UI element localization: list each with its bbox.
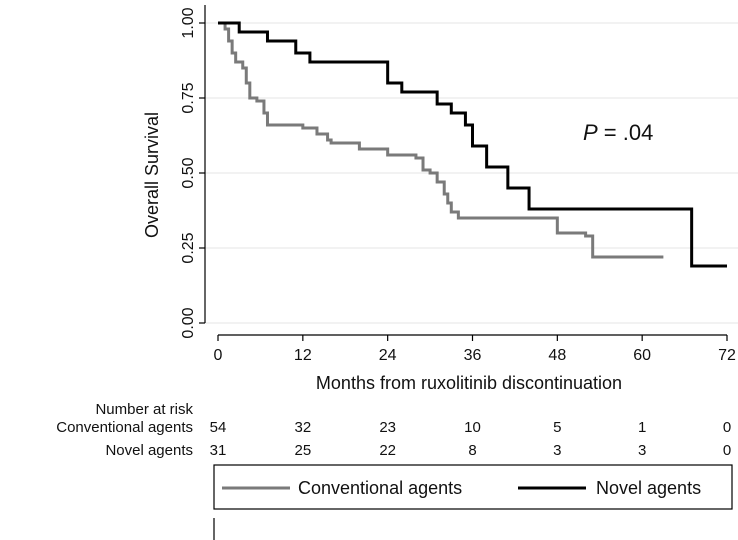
y-axis-title: Overall Survival bbox=[142, 112, 162, 238]
x-tick-label-5: 60 bbox=[633, 347, 651, 364]
y-tick-label-4: 1.00 bbox=[180, 7, 197, 38]
series-line-conventional-agents bbox=[218, 21, 664, 259]
p-value-symbol: P bbox=[583, 120, 598, 145]
legend-label-0: Conventional agents bbox=[298, 478, 462, 498]
x-tick-label-6: 72 bbox=[718, 347, 736, 364]
x-tick-label-3: 36 bbox=[464, 347, 482, 364]
x-tick-label-0: 0 bbox=[214, 347, 223, 364]
risk-value-1-0: 31 bbox=[210, 442, 227, 459]
risk-value-1-3: 8 bbox=[468, 442, 476, 459]
legend-box bbox=[213, 464, 733, 510]
x-tick-label-2: 24 bbox=[379, 347, 397, 364]
legend: Conventional agents Novel agents bbox=[213, 464, 733, 510]
p-value-text: = .04 bbox=[598, 120, 654, 145]
p-value-annotation: P = .04 bbox=[583, 120, 653, 145]
risk-row-label-1: Novel agents bbox=[105, 442, 193, 459]
risk-table: Number at risk Conventional agents 54 32 23… bbox=[56, 401, 731, 459]
risk-value-1-1: 25 bbox=[294, 442, 311, 459]
x-tick-label-4: 48 bbox=[548, 347, 566, 364]
risk-value-0-1: 32 bbox=[294, 419, 311, 436]
y-tick-label-1: 0.25 bbox=[180, 232, 197, 263]
risk-value-0-5: 1 bbox=[638, 419, 646, 436]
risk-row-label-0: Conventional agents bbox=[56, 419, 193, 436]
risk-value-1-4: 3 bbox=[553, 442, 561, 459]
risk-value-0-6: 0 bbox=[723, 419, 731, 436]
risk-value-1-5: 3 bbox=[638, 442, 646, 459]
risk-value-1-6: 0 bbox=[723, 442, 731, 459]
series-line-novel-agents bbox=[218, 21, 727, 268]
axes: 0.00 0.25 0.50 0.75 1.00 0 12 24 36 48 60 72 bbox=[180, 5, 736, 364]
survival-curves bbox=[218, 21, 727, 268]
risk-table-title: Number at risk bbox=[95, 401, 193, 418]
x-tick-label-1: 12 bbox=[294, 347, 312, 364]
legend-label-1: Novel agents bbox=[596, 478, 701, 498]
risk-value-0-4: 5 bbox=[553, 419, 561, 436]
risk-value-0-3: 10 bbox=[464, 419, 481, 436]
risk-value-1-2: 22 bbox=[379, 442, 396, 459]
y-tick-label-2: 0.50 bbox=[180, 157, 197, 188]
x-axis-title: Months from ruxolitinib discontinuation bbox=[316, 373, 622, 393]
y-tick-label-0: 0.00 bbox=[180, 307, 197, 338]
risk-value-0-2: 23 bbox=[379, 419, 396, 436]
risk-value-0-0: 54 bbox=[210, 419, 227, 436]
grid-lines bbox=[205, 22, 738, 324]
y-tick-label-3: 0.75 bbox=[180, 82, 197, 113]
